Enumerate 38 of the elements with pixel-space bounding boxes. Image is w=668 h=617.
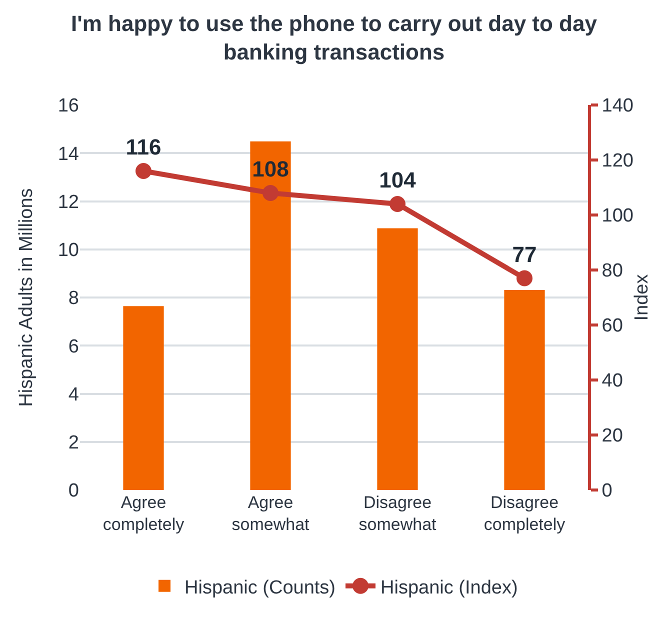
data-label: 77 (512, 242, 537, 267)
y2-tick-label: 20 (602, 426, 623, 447)
chart-title: I'm happy to use the phone to carry out day to day banking transactions (71, 10, 598, 64)
y-tick-label: 4 (68, 384, 80, 406)
bar (250, 141, 291, 490)
legend-label: Hispanic (Index) (380, 577, 518, 598)
y2-tick-label: 0 (602, 480, 612, 502)
point (136, 163, 152, 179)
y-tick-label: 0 (68, 480, 79, 502)
legend-label: Hispanic (Counts) (184, 577, 336, 598)
data-label: 104 (379, 168, 417, 192)
y-tick-label: 16 (58, 96, 79, 117)
y-tick-label: 2 (68, 432, 79, 454)
y-tick-label: 12 (58, 192, 79, 213)
bar (504, 290, 545, 490)
y-tick-label: 6 (68, 336, 79, 358)
y2-tick-label: 140 (602, 96, 634, 117)
y-tick-label: 8 (68, 288, 79, 310)
x-tick-label: Agree completely (102, 493, 185, 534)
y2-tick-label: 80 (602, 260, 623, 282)
y2-tick-label: 60 (602, 316, 623, 337)
x-tick-label: Disagree somewhat (358, 493, 437, 534)
x-tick-label: Agree somewhat (232, 493, 310, 534)
y2-axis-title: Index (632, 274, 652, 321)
y-axis-title: Hispanic Adults in Millions (16, 188, 37, 407)
bar (377, 228, 418, 490)
y2-tick-label: 40 (602, 370, 623, 392)
point (262, 185, 278, 201)
y-tick-label: 10 (58, 240, 79, 262)
point (516, 270, 532, 286)
point (390, 196, 406, 212)
y2-tick-label: 120 (602, 150, 634, 172)
y-tick-label: 14 (58, 144, 80, 165)
bar (123, 306, 164, 490)
y2-tick-label: 100 (602, 206, 634, 227)
data-label: 108 (252, 156, 289, 182)
x-tick-label: Disagree completely (484, 493, 566, 534)
data-label: 116 (126, 134, 162, 160)
